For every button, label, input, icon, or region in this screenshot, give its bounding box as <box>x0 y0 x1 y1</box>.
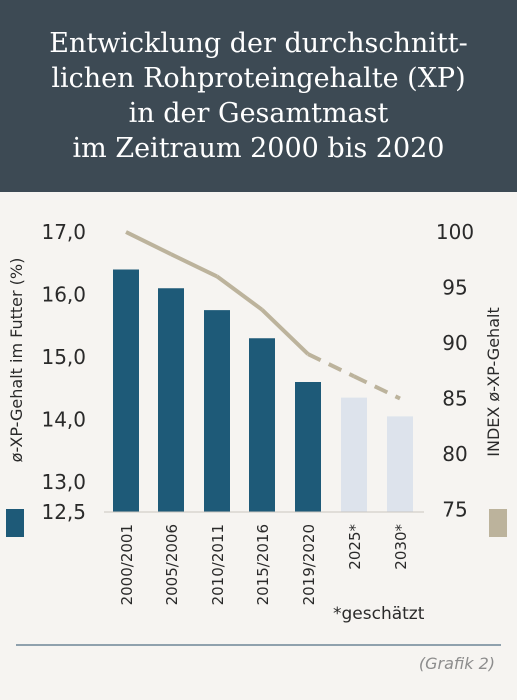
index-line-segment <box>353 374 401 401</box>
category-label: 2015/2016 <box>254 524 272 605</box>
right-tick-label: 75 <box>442 498 467 522</box>
category-label: 2010/2011 <box>209 524 227 605</box>
category-label: 2025* <box>346 524 364 570</box>
y-axis-label-right: INDEX ø-XP-Gehalt <box>484 307 503 456</box>
bar-20102011 <box>204 310 230 512</box>
legend-swatch-index <box>489 509 507 537</box>
category-label: 2030* <box>392 524 410 570</box>
bar-20052006 <box>158 288 184 512</box>
right-tick-label: 80 <box>442 442 467 466</box>
left-tick-label: 12,5 <box>41 500 86 524</box>
bar-20002001 <box>113 269 139 512</box>
title-line-3: in der Gesamtmast <box>128 98 389 129</box>
left-tick-label: 13,0 <box>41 470 86 494</box>
index-line-segment <box>260 308 310 356</box>
divider <box>16 644 501 646</box>
category-label: 2000/2001 <box>118 524 136 605</box>
index-line-segment <box>125 230 172 256</box>
bar-20192020 <box>295 382 321 512</box>
y-axis-label-left: ø-XP-Gehalt im Futter (%) <box>7 258 26 463</box>
right-tick-label: 95 <box>442 276 467 300</box>
category-label: 2005/2006 <box>163 524 181 605</box>
title-line-2: lichen Rohproteingehalte (XP) <box>51 63 466 94</box>
left-tick-label: 16,0 <box>41 283 86 307</box>
right-tick-label: 100 <box>436 220 474 244</box>
category-label: 2019/2020 <box>300 524 318 605</box>
bar-2030 <box>387 416 413 512</box>
left-tick-label: 15,0 <box>41 345 86 369</box>
right-tick-label: 90 <box>442 331 467 355</box>
chart-title: Entwicklung der durchschnitt- lichen Roh… <box>0 0 517 192</box>
bar-2025 <box>341 397 367 512</box>
source-label: (Grafik 2) <box>418 654 495 673</box>
index-line-segment <box>215 274 264 312</box>
left-tick-label: 17,0 <box>41 220 86 244</box>
index-line-segment <box>307 352 355 379</box>
title-line-4: im Zeitraum 2000 bis 2020 <box>72 133 445 164</box>
title-line-1: Entwicklung der durchschnitt- <box>49 28 468 59</box>
bar-20152016 <box>249 338 275 512</box>
footnote: *geschätzt <box>333 604 425 624</box>
index-line-segment <box>170 252 218 279</box>
left-tick-label: 14,0 <box>41 408 86 432</box>
legend-swatch-bars <box>6 509 24 537</box>
chart: 17,0 16,0 15,0 14,0 13,0 12,5 100 95 90 85 80 75 200… <box>7 220 503 605</box>
right-tick-label: 85 <box>442 387 467 411</box>
